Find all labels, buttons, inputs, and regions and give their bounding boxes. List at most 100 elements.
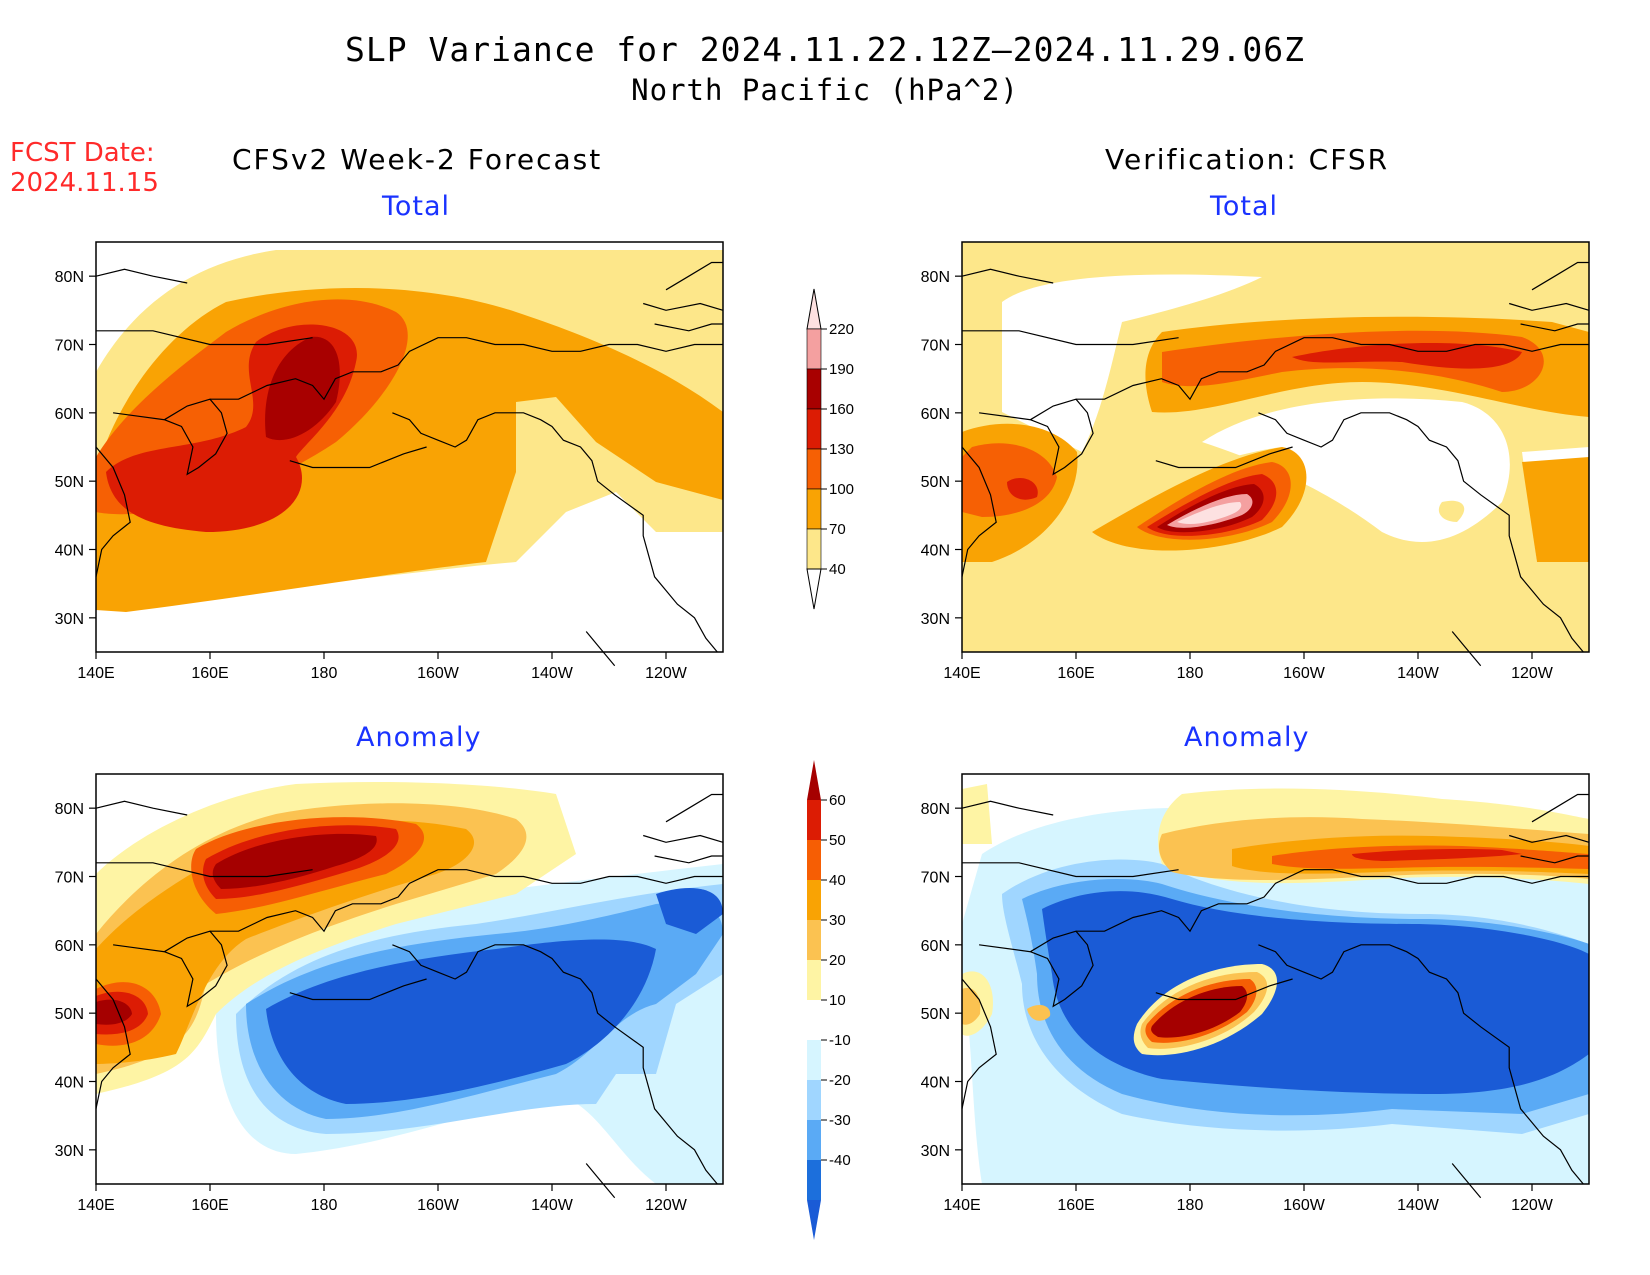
- lon-tick-label: 160E: [1057, 1197, 1094, 1214]
- coastline: [1155, 446, 1293, 469]
- colorbar-anomaly-segment: [807, 880, 821, 920]
- contour-160: [265, 336, 340, 441]
- lat-tick-label: 80N: [921, 269, 950, 286]
- colorbar-anomaly-label: -30: [829, 1112, 851, 1129]
- coastline: [979, 930, 1094, 1008]
- verification-anomaly-label: Anomaly: [1184, 722, 1310, 753]
- panel-frames: 140E 160E 180 160W 140W 120W 80N 70N 60N 50N 40N 30…: [55, 241, 1590, 1214]
- lon-tick-label: 180: [311, 1197, 338, 1214]
- lon-tick-label: 140W: [531, 665, 574, 682]
- coastline: [1509, 834, 1590, 843]
- forecast-anomaly-map: [96, 774, 723, 1184]
- colorbar-total-label: 100: [829, 481, 854, 498]
- coastline: [96, 330, 313, 346]
- lon-tick-label: 160W: [1283, 665, 1326, 682]
- coastline: [962, 330, 1179, 346]
- colorbar-total-segment: [806, 528, 822, 570]
- colorbar-anomaly-segment: [807, 1080, 821, 1120]
- lon-tick-label: 180: [1177, 1197, 1204, 1214]
- lat-tick-label: 70N: [921, 870, 950, 887]
- contour-40: [1438, 500, 1465, 522]
- coastline: [95, 268, 188, 284]
- coastline-group: [95, 793, 724, 1199]
- colorbar-anomaly-segment: [807, 920, 821, 960]
- coastline: [979, 398, 1094, 476]
- colorbar-anomaly-segment: [807, 960, 821, 1000]
- coastline: [289, 978, 427, 1001]
- lat-tick-label: 80N: [55, 801, 84, 818]
- coastline: [1258, 412, 1584, 653]
- coastline: [392, 412, 718, 653]
- colorbar-total-segment: [806, 368, 822, 410]
- colorbar-total-segment: [806, 328, 822, 370]
- coastline: [665, 261, 723, 291]
- coastline: [665, 793, 723, 823]
- lat-tick-label: 80N: [55, 269, 84, 286]
- coastline-group: [95, 261, 724, 667]
- forecast-total-label: Total: [382, 191, 451, 222]
- coastline: [654, 323, 723, 332]
- coastline: [113, 398, 228, 476]
- lat-tick-label: 60N: [55, 938, 84, 955]
- colorbar-anomaly-segment: [807, 1160, 821, 1200]
- coastline-layer: [95, 261, 1590, 1199]
- colorbar-total-label: 130: [829, 441, 854, 458]
- contour-60: [96, 999, 132, 1025]
- lon-tick-label: 140W: [531, 1197, 574, 1214]
- lon-tick-label: 140E: [77, 1197, 114, 1214]
- coastline: [210, 869, 723, 933]
- contour-130: [1292, 342, 1522, 369]
- fcst-date-label: FCST Date:: [10, 138, 155, 168]
- lat-tick-label: 80N: [921, 801, 950, 818]
- colorbar-total-bottom-arrow: [806, 568, 822, 610]
- lat-tick-label: 30N: [55, 1143, 84, 1160]
- lat-tick-label: 70N: [55, 870, 84, 887]
- coastline: [289, 446, 427, 469]
- lat-tick-label: 60N: [55, 406, 84, 423]
- panel-frame: [95, 773, 724, 1185]
- contour-neg40: [656, 888, 723, 934]
- coastline: [962, 862, 1179, 878]
- colorbar-anomaly-label: 30: [829, 912, 846, 929]
- contour-neg40: [266, 939, 656, 1104]
- coastline: [1155, 978, 1293, 1001]
- lat-tick-label: 60N: [921, 938, 950, 955]
- low-region: [1202, 398, 1510, 542]
- coastline: [95, 446, 131, 577]
- coastline: [1520, 855, 1589, 864]
- colorbar-anomaly-label: 60: [829, 792, 846, 809]
- colorbar-anomaly-label: 10: [829, 992, 846, 1009]
- colorbars: 220 190 160 130 100 70 40 60 50 40 30 20 10 -10 -20 -30…: [806, 288, 854, 1240]
- lat-tick-label: 40N: [921, 543, 950, 560]
- lat-tick-label: 30N: [921, 611, 950, 628]
- contour-50: [1352, 849, 1522, 861]
- coastline: [95, 978, 131, 1109]
- lat-tick-label: 30N: [55, 611, 84, 628]
- coastline: [1509, 302, 1590, 311]
- colorbar-total-label: 220: [829, 321, 854, 338]
- colorbar-anomaly-label: -40: [829, 1152, 851, 1169]
- coastline: [961, 978, 997, 1109]
- forecast-anomaly-label: Anomaly: [356, 722, 482, 753]
- coastline: [1531, 261, 1589, 291]
- colorbar-anomaly-segment: [807, 1040, 821, 1080]
- coastline: [643, 302, 724, 311]
- colorbar-anomaly-top-arrow: [807, 760, 821, 800]
- colorbar-anomaly-bottom-arrow: [807, 1200, 821, 1240]
- colorbar-total-segment: [806, 408, 822, 450]
- contour-20: [1027, 1004, 1051, 1021]
- coastline-group: [961, 261, 1590, 667]
- lat-tick-label: 40N: [55, 543, 84, 560]
- colorbar-anomaly-segment: [807, 1000, 821, 1040]
- colorbar-total-top-arrow: [806, 288, 822, 330]
- colorbar-anomaly-label: 40: [829, 872, 846, 889]
- lon-tick-label: 140E: [943, 665, 980, 682]
- panel-frame: [95, 241, 724, 653]
- lon-tick-label: 160E: [1057, 665, 1094, 682]
- lat-tick-label: 30N: [921, 1143, 950, 1160]
- lon-tick-label: 120W: [1511, 665, 1554, 682]
- lon-tick-label: 160W: [1283, 1197, 1326, 1214]
- colorbar-total-label: 40: [829, 561, 846, 578]
- coastline: [1076, 869, 1589, 933]
